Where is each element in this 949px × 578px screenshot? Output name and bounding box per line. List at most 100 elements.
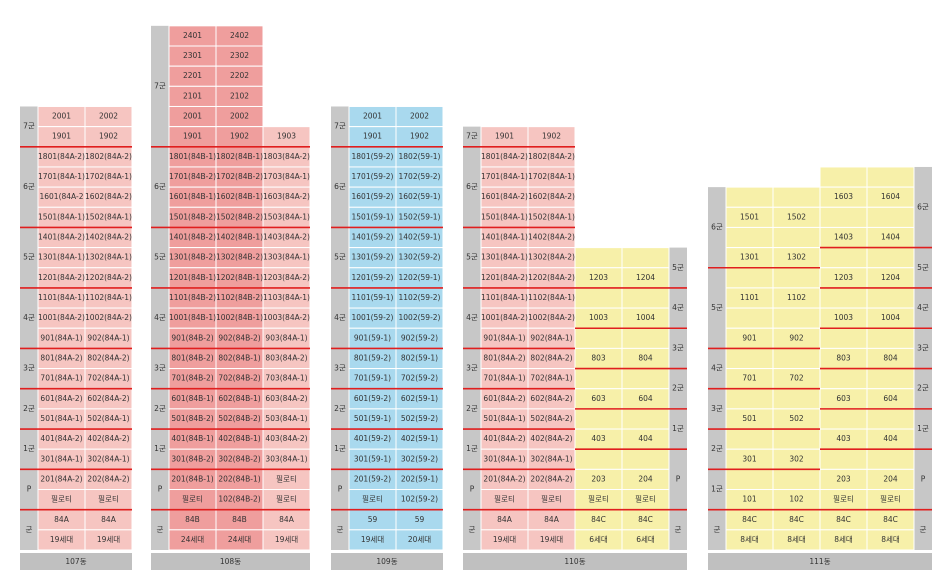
unit-label: 702(84A-1) [87, 374, 129, 383]
unit-label: 201(84A-2) [40, 474, 82, 483]
unit-cell [621, 408, 670, 430]
unit-label: 1501(59-1) [352, 212, 394, 221]
unit-cell [819, 448, 868, 470]
unit-label: 84C [591, 515, 606, 524]
group-label: 5군 [23, 253, 35, 262]
unit-label: 1702(84B-2) [216, 172, 263, 181]
unit-label: 901(59-1) [354, 333, 391, 342]
group-label-cell [331, 106, 349, 147]
group-label: 6군 [154, 182, 166, 191]
group-label-cell [463, 287, 481, 349]
group-label: 4군 [672, 303, 684, 312]
unit-label: 604 [638, 394, 653, 403]
unit-label: 1101 [740, 293, 759, 302]
unit-cell [621, 327, 670, 349]
group-label: P [470, 485, 475, 494]
unit-label: 301(84A-1) [483, 454, 525, 463]
group-label: 5군 [917, 263, 929, 272]
unit-label: 1103(84A-1) [263, 293, 310, 302]
unit-label: 202(84A-2) [530, 474, 572, 483]
unit-label: 필로티 [833, 494, 854, 504]
group-label: P [158, 485, 163, 494]
group-label-cell [708, 429, 726, 470]
unit-label: 1001(59-2) [352, 313, 394, 322]
unit-label: 1301(84A-1) [481, 253, 528, 262]
unit-label: 1003 [589, 313, 608, 322]
unit-cell [866, 247, 915, 269]
unit-label: 1004 [881, 313, 900, 322]
group-label: 군 [26, 525, 33, 534]
unit-label: 502(84A-2) [530, 414, 572, 423]
unit-label: 1003(84A-2) [263, 313, 310, 322]
unit-label: 1703(84A-1) [263, 172, 310, 181]
unit-label: 1102(59-2) [399, 293, 441, 302]
unit-label: 1101(59-1) [352, 293, 394, 302]
group-label-cell [914, 449, 932, 510]
unit-label: 401(84B-1) [171, 434, 213, 443]
unit-label: 1201(84B-1) [169, 273, 216, 282]
unit-label: 1604 [881, 192, 900, 201]
group-label: 2군 [154, 404, 166, 413]
unit-label: 1202(59-1) [399, 273, 441, 282]
unit-label: 1801(84A-2) [481, 152, 528, 161]
group-label: 2군 [334, 404, 346, 413]
group-label-cell [331, 429, 349, 470]
unit-label: 1402(84A-2) [85, 233, 132, 242]
group-label: 5군 [672, 263, 684, 272]
unit-label: 19세대 [493, 535, 516, 544]
unit-label: 502(84B-2) [218, 414, 260, 423]
unit-label: 1502(84A-1) [85, 212, 132, 221]
group-label: 6군 [711, 222, 723, 231]
unit-cell [772, 226, 821, 249]
group-label: 5군 [334, 253, 346, 262]
group-label-cell [669, 328, 687, 369]
unit-label: 1401(84B-2) [169, 233, 216, 242]
group-label-cell [463, 126, 481, 147]
unit-label: 1303(84A-1) [263, 253, 310, 262]
unit-label: 803(84A-2) [265, 353, 307, 362]
group-label-cell [914, 247, 932, 288]
unit-label: 1402(59-1) [399, 233, 441, 242]
unit-label: 1803(84A-2) [263, 152, 310, 161]
unit-label: 59 [415, 515, 425, 524]
unit-label: 2102 [230, 91, 249, 100]
unit-label: 필로티 [51, 494, 72, 504]
unit-cell [574, 287, 623, 309]
group-label-cell [463, 348, 481, 389]
unit-label: 1301(59-2) [352, 253, 394, 262]
group-label-cell [151, 469, 169, 510]
unit-cell [725, 226, 774, 249]
unit-label: 1401(84A-2) [38, 233, 85, 242]
unit-cell [819, 247, 868, 269]
unit-label: 1204 [881, 273, 900, 282]
unit-label: 703(84A-1) [265, 374, 307, 383]
unit-label: 102 [789, 495, 804, 504]
unit-label: 19세대 [275, 535, 298, 544]
unit-label: 302(59-2) [401, 454, 438, 463]
group-label-cell [463, 509, 481, 550]
unit-label: 필로티 [541, 494, 562, 504]
building-name: 110동 [564, 557, 585, 566]
unit-cell [866, 368, 915, 390]
group-label-cell [914, 166, 932, 248]
unit-label: 1203 [834, 273, 853, 282]
group-label: 4군 [154, 313, 166, 322]
group-label-cell [20, 106, 38, 147]
unit-label: 필로티 [635, 494, 656, 504]
unit-label: 302(84B-2) [218, 454, 260, 463]
unit-label: 1503(84A-1) [263, 212, 310, 221]
group-label-cell [669, 408, 687, 450]
building-name: 111동 [809, 557, 830, 566]
unit-label: 1203(84A-2) [263, 273, 310, 282]
unit-label: 701(84A-1) [40, 374, 82, 383]
group-label-cell [914, 368, 932, 409]
unit-cell [819, 166, 868, 188]
unit-label: 403 [836, 434, 851, 443]
unit-cell [725, 347, 774, 370]
unit-label: 1302(84A-1) [85, 253, 132, 262]
unit-label: 701(59-1) [354, 374, 391, 383]
group-label: 4군 [334, 313, 346, 322]
group-label: 2군 [711, 444, 723, 453]
unit-label: 필로티 [276, 473, 297, 483]
